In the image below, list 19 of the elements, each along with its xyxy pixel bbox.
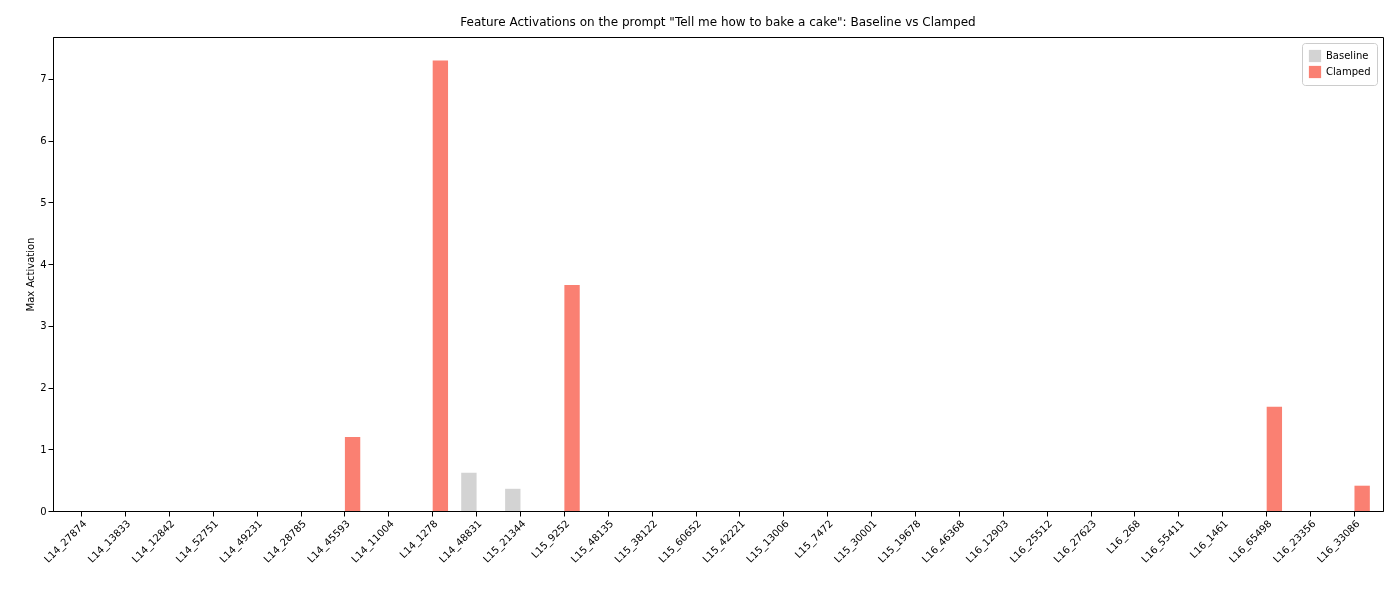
bar [1354,485,1370,511]
legend-label: Clamped [1326,66,1371,77]
y-axis-title: Max Activation [25,237,37,312]
y-tick-label: 1 [40,443,47,455]
y-tick-label: 4 [40,258,47,270]
y-tick-label: 6 [40,135,47,147]
chart-title: Feature Activations on the prompt "Tell me how to bake a cake": Baseline vs Clamped [460,15,976,29]
bar [505,488,521,511]
bar [461,472,477,511]
y-tick-label: 3 [40,320,47,332]
y-tick-label: 0 [40,505,47,517]
y-tick-label: 2 [40,382,47,394]
bar [432,60,449,511]
bar [1266,406,1283,511]
bar [564,285,580,511]
legend-label: Baseline [1326,50,1369,61]
y-tick-label: 5 [40,196,47,208]
y-tick-label: 7 [40,73,47,85]
bar [344,436,361,511]
